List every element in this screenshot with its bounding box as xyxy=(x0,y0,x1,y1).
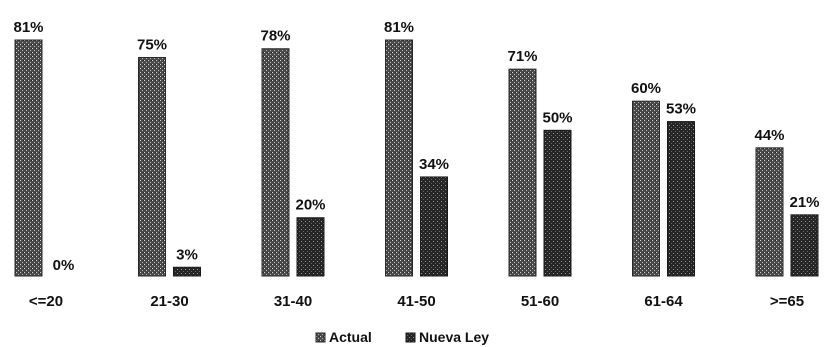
data-label-nueva-ley-51-60: 50% xyxy=(542,109,572,126)
data-label-actual-le20: 81% xyxy=(13,19,43,36)
data-label-actual-21-30: 75% xyxy=(137,36,167,53)
legend-swatch-nueva-ley xyxy=(405,332,416,343)
data-label-actual-31-40: 78% xyxy=(260,28,290,45)
legend-label-nueva-ley: Nueva Ley xyxy=(419,329,489,345)
bar-actual-le20 xyxy=(14,39,43,277)
bar-nueva-ley-61-64 xyxy=(667,121,695,277)
x-tick-label-31-40: 31-40 xyxy=(274,293,312,310)
legend-label-actual: Actual xyxy=(329,329,372,345)
bar-actual-61-64 xyxy=(632,100,660,277)
bar-actual-ge65 xyxy=(755,147,784,277)
data-label-actual-51-60: 71% xyxy=(507,48,537,65)
bar-actual-41-50 xyxy=(385,39,413,277)
x-tick-label-21-30: 21-30 xyxy=(150,293,188,310)
bar-actual-51-60 xyxy=(508,68,537,277)
x-tick-label-ge65: >=65 xyxy=(770,293,804,310)
legend: Actual Nueva Ley xyxy=(315,329,489,345)
bar-nueva-ley-31-40 xyxy=(296,217,325,277)
data-label-actual-41-50: 81% xyxy=(384,19,414,36)
data-label-nueva-ley-ge65: 21% xyxy=(789,194,819,211)
data-label-actual-ge65: 44% xyxy=(754,127,784,144)
bar-nueva-ley-51-60 xyxy=(543,129,572,277)
x-tick-label-41-50: 41-50 xyxy=(397,293,435,310)
data-label-actual-61-64: 60% xyxy=(631,80,661,97)
x-tick-label-51-60: 51-60 xyxy=(521,293,559,310)
bar-actual-31-40 xyxy=(261,48,290,277)
x-tick-label-le20: <=20 xyxy=(29,293,63,310)
x-tick-label-61-64: 61-64 xyxy=(644,293,683,310)
bar-actual-21-30 xyxy=(138,56,166,277)
data-label-nueva-ley-31-40: 20% xyxy=(295,197,325,214)
bar-nueva-ley-41-50 xyxy=(420,176,448,277)
data-label-nueva-ley-le20: 0% xyxy=(53,257,75,274)
data-label-nueva-ley-61-64: 53% xyxy=(666,101,696,118)
bar-nueva-ley-21-30 xyxy=(173,266,201,277)
data-label-nueva-ley-21-30: 3% xyxy=(176,246,198,263)
bar-nueva-ley-ge65 xyxy=(790,214,819,277)
data-label-nueva-ley-41-50: 34% xyxy=(419,156,449,173)
legend-swatch-actual xyxy=(315,332,326,343)
